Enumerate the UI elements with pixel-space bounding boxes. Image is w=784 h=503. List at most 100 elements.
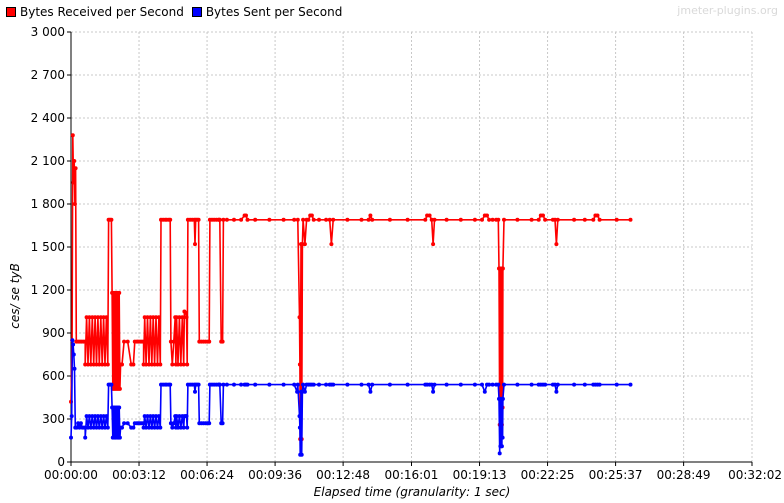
data-point-received (95, 315, 100, 320)
data-point-sent (297, 414, 302, 419)
data-point-sent (239, 382, 244, 387)
data-point-sent (543, 382, 548, 387)
data-point-sent (359, 382, 364, 387)
data-point-sent (148, 414, 153, 419)
data-point-received (432, 217, 437, 222)
data-point-sent (168, 421, 173, 426)
data-point-sent (101, 414, 106, 419)
legend-label-received: Bytes Received per Second (20, 5, 184, 19)
data-point-received (423, 217, 428, 222)
data-point-received (555, 217, 560, 222)
data-point-received (176, 362, 180, 367)
y-tick-label: 1 200 (31, 283, 65, 297)
data-point-sent (432, 382, 437, 387)
data-point-sent (170, 425, 175, 430)
data-point-sent (87, 414, 92, 419)
data-point-sent (94, 425, 99, 430)
data-point-received (232, 217, 236, 222)
data-point-received (72, 159, 77, 163)
data-point-sent (145, 414, 150, 419)
data-point-received (245, 217, 250, 222)
data-point-sent (487, 382, 492, 387)
data-point-sent (444, 382, 449, 387)
y-tick-label: 1 500 (31, 240, 65, 254)
data-point-sent (458, 382, 463, 387)
data-point-sent (324, 382, 329, 387)
data-point-sent (499, 444, 504, 449)
y-tick-label: 1 800 (31, 197, 65, 211)
data-point-sent (154, 414, 158, 419)
data-point-received (429, 217, 434, 222)
data-point-sent (292, 382, 297, 387)
data-point-received (120, 362, 124, 367)
x-tick-label: 00:32:02 (728, 468, 782, 482)
data-point-received (541, 213, 545, 218)
data-point-sent (554, 389, 559, 394)
legend-label-sent: Bytes Sent per Second (205, 5, 343, 19)
data-point-sent (317, 382, 321, 387)
data-point-received (490, 217, 495, 222)
data-point-sent (131, 425, 136, 430)
data-point-sent (193, 389, 197, 394)
data-point-sent (295, 389, 300, 394)
data-point-received (444, 217, 449, 222)
y-tick-label: 300 (42, 412, 65, 426)
data-point-sent (177, 414, 182, 419)
data-point-received (487, 217, 492, 222)
data-point-sent (299, 452, 304, 457)
data-point-received (292, 217, 297, 222)
data-point-received (536, 217, 541, 222)
series-layer (69, 133, 633, 457)
data-point-sent (267, 382, 272, 387)
data-point-received (93, 315, 98, 320)
data-point-sent (74, 425, 79, 430)
data-point-sent (142, 414, 147, 419)
data-point-sent (502, 382, 506, 387)
x-tick-label: 00:28:49 (657, 468, 711, 482)
data-point-sent (91, 425, 96, 430)
data-point-received (345, 217, 350, 222)
data-point-sent (158, 425, 163, 430)
data-point-sent (515, 382, 520, 387)
data-point-received (86, 362, 90, 367)
data-point-received (281, 217, 286, 222)
data-point-received (267, 217, 272, 222)
data-point-sent (71, 352, 76, 357)
data-point-received (502, 217, 506, 222)
y-tick-label: 2 400 (31, 111, 65, 125)
data-point-received (158, 362, 163, 367)
data-point-received (485, 213, 489, 218)
data-point-received (295, 217, 300, 222)
data-point-sent (98, 414, 103, 419)
data-point-received (70, 133, 75, 138)
data-point-received (472, 217, 477, 222)
data-point-sent (221, 382, 226, 387)
data-point-sent (496, 382, 501, 387)
data-point-received (90, 315, 95, 320)
data-point-received (122, 339, 127, 344)
data-point-received (141, 339, 146, 344)
data-point-received (94, 362, 99, 367)
data-point-received (306, 217, 311, 222)
data-point-received (331, 217, 336, 222)
data-point-sent (176, 425, 180, 430)
data-point-received (117, 290, 122, 295)
data-point-received (431, 242, 436, 247)
data-point-sent (253, 382, 258, 387)
data-point-sent (125, 421, 130, 426)
data-point-sent (71, 342, 76, 347)
data-point-sent (69, 435, 73, 440)
data-point-sent (152, 425, 157, 430)
data-point-sent (370, 382, 375, 387)
data-point-received (297, 315, 302, 320)
data-point-sent (86, 425, 90, 430)
data-point-received (83, 362, 88, 367)
data-point-sent (69, 414, 74, 419)
data-point-received (174, 315, 179, 320)
data-point-received (144, 362, 149, 367)
data-point-sent (174, 414, 179, 419)
data-point-sent (281, 382, 286, 387)
tick-labels: 0 300 600 900 1 200 1 500 1 800 2 100 2 400 2 700… (31, 25, 782, 482)
data-point-sent (295, 382, 300, 387)
data-point-sent (185, 425, 190, 430)
